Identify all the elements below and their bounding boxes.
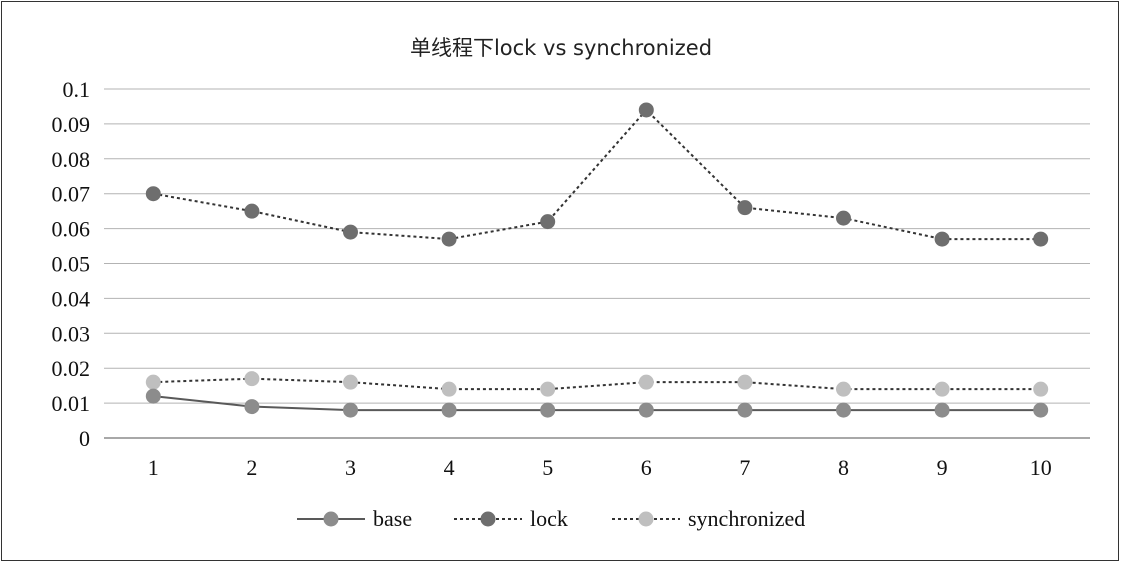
legend-label: lock — [530, 506, 568, 531]
x-tick-label: 10 — [1030, 455, 1052, 480]
data-point-synchronized — [145, 374, 161, 390]
y-tick-label: 0.07 — [52, 182, 91, 207]
x-tick-label: 8 — [838, 455, 849, 480]
data-point-base — [1033, 402, 1049, 418]
series-line-base — [153, 395, 1041, 412]
y-tick-label: 0 — [79, 426, 90, 451]
legend-marker — [638, 511, 654, 527]
legend: base lock synchronized — [297, 506, 805, 531]
data-point-synchronized — [737, 374, 753, 390]
x-tick-label: 9 — [937, 455, 948, 480]
x-tick-label: 3 — [345, 455, 356, 480]
data-point-base — [343, 402, 358, 418]
data-point-lock — [836, 210, 851, 226]
data-point-base — [441, 402, 457, 418]
data-point-lock — [343, 224, 358, 240]
data-point-synchronized — [244, 371, 260, 387]
y-tick-label: 0.06 — [52, 217, 91, 242]
y-tick-label: 0.02 — [52, 356, 91, 381]
series-lines — [145, 102, 1049, 418]
x-tick-label: 6 — [641, 455, 652, 480]
data-point-synchronized — [441, 381, 457, 397]
data-point-synchronized — [540, 381, 556, 397]
data-point-lock — [244, 203, 260, 219]
legend-label: base — [373, 506, 412, 531]
x-tick-label: 5 — [542, 455, 553, 480]
y-axis-ticks: 0 0.01 0.02 0.03 0.04 0.05 0.06 0.07 0.08 0.09 0.1 — [52, 77, 91, 451]
chart-title: 单线程下lock vs synchronized — [410, 36, 712, 60]
series-line-synchronized — [153, 377, 1041, 391]
data-point-base — [244, 399, 260, 415]
data-point-synchronized — [638, 374, 654, 390]
data-point-synchronized — [836, 381, 851, 397]
data-point-lock — [441, 231, 457, 247]
data-point-base — [145, 388, 161, 404]
series-synchronized — [145, 371, 1049, 397]
legend-marker — [323, 511, 339, 527]
x-tick-label: 1 — [148, 455, 159, 480]
data-point-base — [934, 402, 950, 418]
legend-item-base: base — [297, 506, 412, 531]
data-point-lock — [1033, 231, 1049, 247]
data-point-lock — [638, 102, 654, 118]
data-point-base — [737, 402, 753, 418]
data-point-base — [836, 402, 851, 418]
data-point-synchronized — [934, 381, 950, 397]
y-tick-label: 0.03 — [52, 321, 91, 346]
series-line-lock — [153, 108, 1041, 241]
series-base — [145, 388, 1049, 418]
legend-item-synchronized: synchronized — [612, 506, 805, 531]
data-point-lock — [540, 214, 556, 230]
x-tick-label: 2 — [246, 455, 257, 480]
legend-label: synchronized — [688, 506, 805, 531]
data-point-synchronized — [343, 374, 358, 390]
y-tick-label: 0.08 — [52, 147, 91, 172]
data-point-base — [638, 402, 654, 418]
x-tick-label: 4 — [444, 455, 455, 480]
data-point-synchronized — [1033, 381, 1049, 397]
data-point-lock — [145, 186, 161, 202]
data-point-lock — [737, 200, 753, 216]
x-tick-label: 7 — [739, 455, 750, 480]
gridlines — [104, 88, 1090, 439]
y-tick-label: 0.1 — [63, 77, 91, 102]
y-tick-label: 0.09 — [52, 112, 91, 137]
y-tick-label: 0.04 — [52, 286, 91, 311]
legend-marker — [480, 511, 496, 527]
y-tick-label: 0.05 — [52, 252, 91, 277]
legend-item-lock: lock — [454, 506, 568, 531]
series-lock — [145, 102, 1049, 247]
x-axis-ticks: 1 2 3 4 5 6 7 8 9 10 — [148, 455, 1052, 480]
data-point-base — [540, 402, 556, 418]
data-point-lock — [934, 231, 950, 247]
y-tick-label: 0.01 — [52, 391, 91, 416]
